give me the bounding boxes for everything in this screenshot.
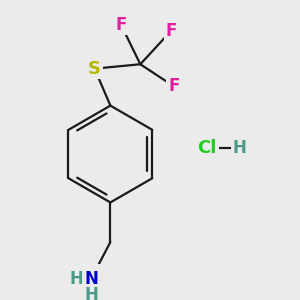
Text: F: F bbox=[165, 22, 177, 40]
Text: N: N bbox=[84, 270, 98, 288]
Text: H: H bbox=[84, 286, 98, 300]
Text: H: H bbox=[69, 270, 83, 288]
Text: S: S bbox=[88, 60, 101, 78]
Text: F: F bbox=[115, 16, 127, 34]
Text: H: H bbox=[233, 139, 247, 157]
Text: Cl: Cl bbox=[197, 139, 217, 157]
Text: F: F bbox=[168, 77, 179, 95]
